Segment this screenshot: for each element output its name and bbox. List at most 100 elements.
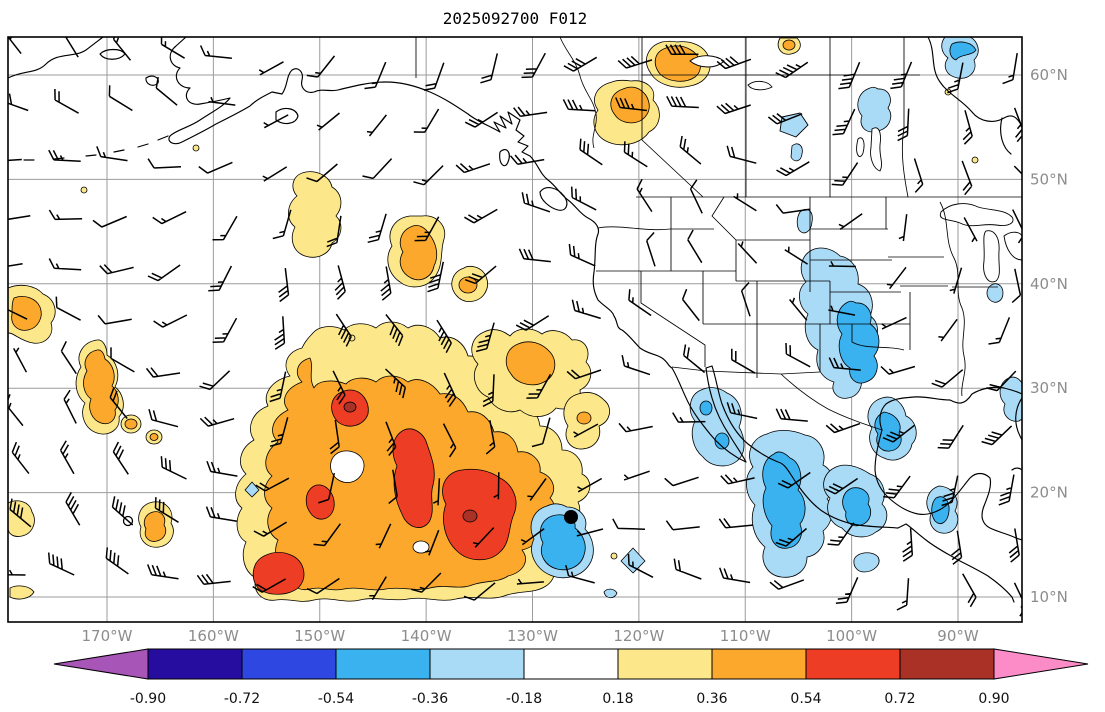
- contour-region: [458, 276, 478, 294]
- colorbar-tick-label: 0.72: [884, 691, 915, 707]
- wind-barb-shafts: [8, 37, 1022, 617]
- florida-sliver: [1015, 397, 1022, 441]
- contour-region: [11, 296, 42, 331]
- contour-region: [83, 349, 119, 425]
- longitude-labels: 170°W 160°W 150°W 140°W 130°W 120°W 110°W 100°W…: [82, 627, 979, 645]
- lake-winnipeg: [870, 127, 882, 172]
- hudson-bay-coast: [927, 37, 1022, 127]
- contour-region: [149, 433, 159, 441]
- colorbar-tick-label: 0.54: [790, 691, 821, 707]
- lon-tick-label: 120°W: [613, 627, 664, 645]
- station-marker: [564, 510, 578, 524]
- baja-california: [671, 367, 747, 463]
- contour-region: [539, 514, 586, 571]
- contour-region: [442, 468, 517, 561]
- border-line: [640, 271, 706, 367]
- mississippi-river: [939, 201, 966, 397]
- lon-tick-label: 140°W: [401, 627, 452, 645]
- contour-region: [790, 143, 803, 162]
- colorbar-extend-left: [53, 648, 149, 680]
- coastline: [8, 37, 104, 79]
- us-gulf-coast: [879, 386, 1022, 431]
- lake-michigan: [983, 230, 1000, 283]
- contour-region: [762, 451, 806, 549]
- colorbar-extend-right: [993, 648, 1089, 680]
- colorbar-tick-label: -0.36: [412, 691, 448, 707]
- contour-region: [836, 300, 880, 384]
- contour-region: [782, 39, 796, 51]
- lon-tick-label: 110°W: [720, 627, 771, 645]
- lat-tick-label: 30°N: [1030, 379, 1068, 397]
- figure-title: 2025092700 F012: [443, 9, 588, 28]
- contour-fills: [8, 37, 1022, 602]
- contour-hole: [330, 450, 365, 483]
- political-borders: [415, 37, 1022, 431]
- colorbar-tick-label: 0.18: [602, 691, 633, 707]
- haida-gwaii: [499, 149, 510, 167]
- border-line: [671, 366, 883, 431]
- contour-region: [343, 401, 357, 413]
- contour-speck: [610, 552, 618, 560]
- contour-region: [462, 509, 478, 523]
- colorbar-cell: [617, 648, 713, 680]
- coastline: [145, 75, 159, 86]
- james-bay: [1000, 117, 1012, 155]
- contour-region: [842, 487, 872, 527]
- contour-region: [603, 588, 618, 599]
- contour-region: [124, 418, 138, 430]
- contour-speck: [80, 186, 88, 194]
- border-line: [597, 226, 714, 231]
- contour-speck: [192, 144, 200, 152]
- colorbar-cell: [429, 648, 525, 680]
- contour-region: [610, 86, 650, 124]
- colorbar-tick-label: 0.90: [978, 691, 1009, 707]
- aleutian-islands: [23, 135, 169, 161]
- lon-tick-label: 100°W: [826, 627, 877, 645]
- colorbar-cell: [805, 648, 901, 680]
- lake-superior: [939, 203, 1014, 227]
- contour-region: [620, 547, 646, 574]
- vancouver-island: [539, 187, 568, 211]
- great-slave-lake: [689, 55, 725, 68]
- colorbar-tick-label: 0.36: [696, 691, 727, 707]
- lon-tick-label: 160°W: [188, 627, 239, 645]
- contour-speck: [971, 156, 979, 164]
- contour-hole: [412, 540, 430, 554]
- contour-region: [699, 400, 713, 416]
- border-line: [641, 37, 704, 198]
- colorbar-tick-label: -0.90: [130, 691, 166, 707]
- colorbar-cell: [241, 648, 337, 680]
- lon-tick-label: 90°W: [937, 627, 979, 645]
- contour-region: [576, 411, 592, 425]
- lon-tick-label: 130°W: [507, 627, 558, 645]
- colorbar: -0.90 -0.72 -0.54 -0.36 -0.18 0.18 0.36 0.54 0.7…: [53, 648, 1089, 707]
- lon-tick-label: 170°W: [82, 627, 133, 645]
- contour-region: [714, 432, 730, 450]
- contour-region: [505, 341, 556, 386]
- coastline: [168, 37, 531, 157]
- contour-region: [143, 511, 167, 542]
- contour-region: [796, 208, 813, 234]
- contour-region: [252, 551, 305, 595]
- colorbar-cell: [711, 648, 807, 680]
- contour-region: [288, 171, 342, 258]
- colorbar-tick-label: -0.72: [224, 691, 260, 707]
- contour-region: [931, 496, 950, 524]
- colorbar-tick-label: -0.18: [506, 691, 542, 707]
- contour-region: [244, 481, 260, 498]
- contour-region: [949, 41, 977, 61]
- border-line: [711, 196, 737, 241]
- colorbar-cell: [899, 648, 995, 680]
- contour-region: [857, 86, 892, 133]
- border-line: [851, 324, 905, 351]
- lake-winnipegosis: [856, 137, 865, 157]
- lat-tick-label: 10°N: [1030, 588, 1068, 606]
- contour-region: [986, 283, 1004, 303]
- lake-athabasca: [747, 80, 773, 91]
- reindeer-lake: [779, 112, 809, 138]
- lon-tick-label: 150°W: [294, 627, 345, 645]
- colorbar-cell: [523, 648, 619, 680]
- latitude-labels: 60°N 50°N 40°N 30°N 20°N 10°N: [1030, 66, 1068, 606]
